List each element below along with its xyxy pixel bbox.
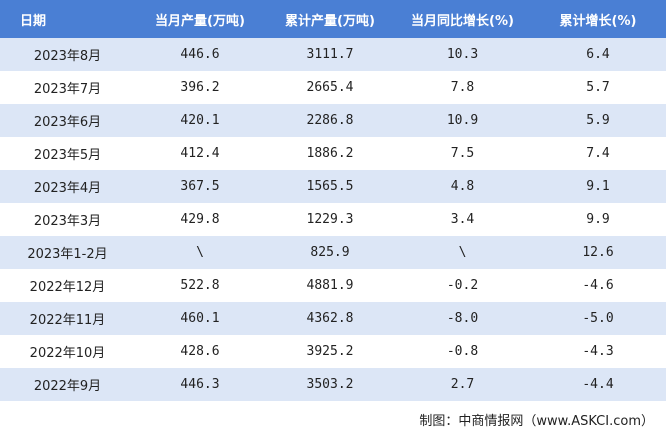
table-cell: 2665.4: [306, 80, 354, 95]
header-cell: 累计增长(%): [530, 0, 666, 38]
table-cell: 7.4: [586, 146, 610, 161]
header-cell: 日期: [0, 0, 135, 38]
table-cell: 1229.3: [306, 212, 354, 227]
table-cell: 2023年7月: [33, 82, 102, 97]
table-cell: 5.7: [586, 80, 610, 95]
header-cell: 当月同比增长(%): [395, 0, 530, 38]
table-cell: 4881.9: [306, 278, 354, 293]
header-cell: 累计产量(万吨): [265, 0, 395, 38]
table-cell: 2.7: [395, 368, 530, 401]
table-cell: 4.8: [395, 170, 530, 203]
header-row: 日期 当月产量(万吨) 累计产量(万吨) 当月同比增长(%) 累计增长(%): [0, 0, 666, 38]
table-cell: 4362.8: [265, 302, 395, 335]
table-row: 2023年5月 412.4 1886.2 7.5 7.4: [0, 137, 666, 170]
table-cell: 2022年9月: [0, 368, 135, 401]
table-cell: 825.9: [265, 236, 395, 269]
table-row: 2022年10月 428.6 3925.2 -0.8 -4.3: [0, 335, 666, 368]
table-cell: 1565.5: [265, 170, 395, 203]
table-row: 2023年7月 396.2 2665.4 7.8 5.7: [0, 71, 666, 104]
table-cell: 2023年3月: [33, 214, 102, 229]
table-cell: 2022年11月: [0, 302, 135, 335]
table-row: 2023年3月 429.8 1229.3 3.4 9.9: [0, 203, 666, 236]
table-cell: 9.1: [530, 170, 666, 203]
table-cell: 7.8: [450, 80, 475, 95]
table-cell: 6.4: [530, 38, 666, 71]
table-cell: 522.8: [180, 278, 220, 293]
table-cell: 412.4: [180, 146, 220, 161]
table-cell: -4.4: [530, 368, 666, 401]
table-cell: 7.5: [450, 146, 475, 161]
table-cell: 420.1: [135, 104, 265, 137]
table-cell: 2023年6月: [0, 104, 135, 137]
table-cell: 5.9: [530, 104, 666, 137]
header-cell: 当月产量(万吨): [135, 0, 265, 38]
table-cell: 446.3: [135, 368, 265, 401]
table-row: 2022年12月 522.8 4881.9 -0.2 -4.6: [0, 269, 666, 302]
table-row: 2022年11月 460.1 4362.8 -8.0 -5.0: [0, 302, 666, 335]
table-row: 2022年9月 446.3 3503.2 2.7 -4.4: [0, 368, 666, 401]
table-cell: 2022年12月: [29, 280, 106, 295]
table-cell: 446.6: [135, 38, 265, 71]
table-cell: 12.6: [530, 236, 666, 269]
table-row: 2023年1-2月 \ 825.9 \ 12.6: [0, 236, 666, 269]
table-cell: 2023年4月: [0, 170, 135, 203]
table-cell: 1886.2: [306, 146, 354, 161]
table-cell: -4.3: [582, 344, 614, 359]
table-cell: 2023年8月: [0, 38, 135, 71]
table-cell: 3111.7: [265, 38, 395, 71]
table-cell: 3925.2: [306, 344, 354, 359]
table-cell: 10.3: [395, 38, 530, 71]
table-cell: 367.5: [135, 170, 265, 203]
table-cell: 460.1: [135, 302, 265, 335]
table-row: 2023年4月 367.5 1565.5 4.8 9.1: [0, 170, 666, 203]
data-table: 日期 当月产量(万吨) 累计产量(万吨) 当月同比增长(%) 累计增长(%) 2023年…: [0, 0, 666, 401]
footer: 制图：中商情报网（www.ASKCI.com）: [419, 414, 654, 429]
table-cell: 2286.8: [265, 104, 395, 137]
table-cell: 429.8: [180, 212, 220, 227]
table-cell: 428.6: [180, 344, 220, 359]
table-cell: \: [395, 236, 530, 269]
table-cell: 2023年5月: [33, 148, 102, 163]
table-cell: 396.2: [180, 80, 220, 95]
table-cell: 10.9: [395, 104, 530, 137]
table-cell: -8.0: [395, 302, 530, 335]
table-cell: -0.8: [446, 344, 479, 359]
table-cell: 2022年10月: [29, 346, 106, 361]
table-cell: -4.6: [582, 278, 614, 293]
table-row: 2023年8月 446.6 3111.7 10.3 6.4: [0, 38, 666, 71]
table-cell: 2023年1-2月: [0, 236, 135, 269]
table-body: 2023年8月 446.6 3111.7 10.3 6.4 2023年7月 396.2 266…: [0, 38, 666, 401]
table-cell: 9.9: [586, 212, 610, 227]
table-cell: 3503.2: [265, 368, 395, 401]
table-cell: 3.4: [450, 212, 475, 227]
table-cell: -0.2: [446, 278, 479, 293]
table-cell: \: [135, 236, 265, 269]
table-cell: -5.0: [530, 302, 666, 335]
table-row: 2023年6月 420.1 2286.8 10.9 5.9: [0, 104, 666, 137]
